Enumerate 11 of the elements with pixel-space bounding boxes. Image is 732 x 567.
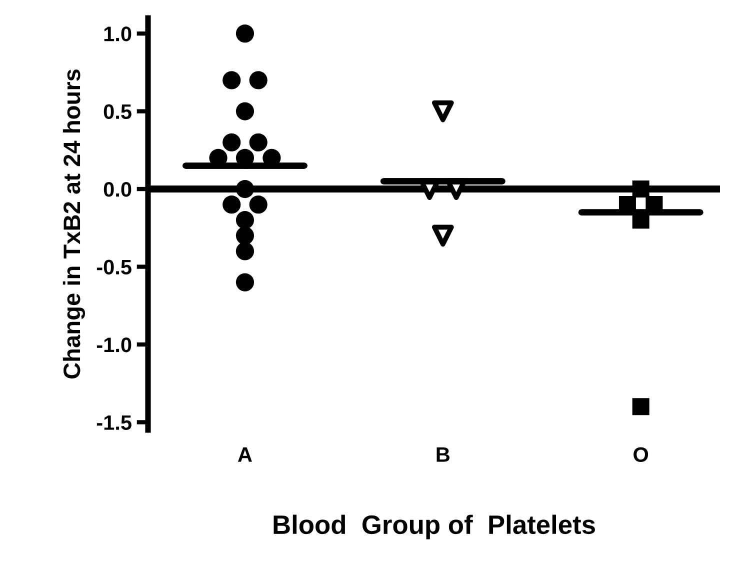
y-tick-label: -1.5 xyxy=(96,415,132,430)
y-tick-label: -0.5 xyxy=(96,260,132,275)
y-tick-label: 0.5 xyxy=(104,104,132,120)
y-tick-label: 0.0 xyxy=(104,182,132,197)
y-tick-label: -1.0 xyxy=(96,337,132,352)
y-tick-label: 1.0 xyxy=(104,26,132,42)
x-tick-label: A xyxy=(238,447,252,462)
x-tick-label: O xyxy=(634,447,648,462)
y-axis-title: Change in TxB2 at 24 hours xyxy=(62,69,86,378)
x-axis-title: Blood Group of Platelets xyxy=(274,514,595,540)
x-tick-label: B xyxy=(436,447,450,462)
